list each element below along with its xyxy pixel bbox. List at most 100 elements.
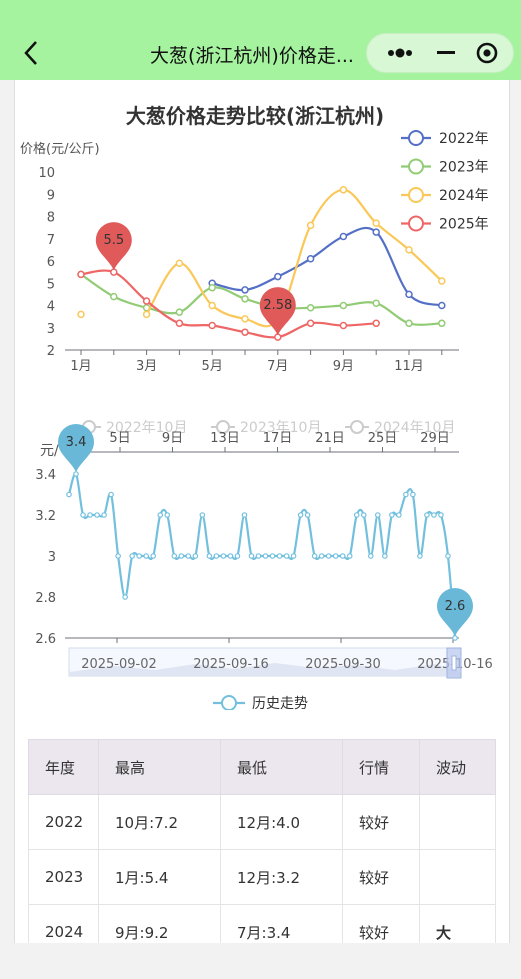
- x-tick-label: 11月: [394, 359, 424, 374]
- low-cell: 12月:3.2: [220, 849, 343, 905]
- data-point: [248, 553, 255, 559]
- high-cell: 10月:7.2: [98, 794, 221, 850]
- column-header: 行情: [342, 739, 420, 795]
- legend-item-inactive[interactable]: 2023年10月: [211, 420, 321, 436]
- data-point: [206, 553, 213, 559]
- legend-item[interactable]: 2023年: [401, 158, 489, 176]
- data-point: [306, 255, 315, 263]
- data-point: [87, 512, 93, 518]
- marker-pin: [58, 423, 95, 472]
- data-point: [389, 512, 395, 518]
- data-point: [143, 553, 150, 559]
- data-point: [255, 553, 262, 559]
- data-point: [274, 272, 282, 281]
- legend-item[interactable]: 2025年: [401, 215, 489, 233]
- volatility-cell: 大: [419, 904, 496, 943]
- more-options-icon[interactable]: [377, 34, 427, 72]
- zoom-handle[interactable]: [446, 647, 462, 679]
- y-tick-label: 4: [47, 300, 55, 315]
- data-point: [283, 553, 290, 559]
- data-point: [262, 553, 269, 559]
- data-point: [346, 553, 353, 559]
- top-tick-label: 5日: [109, 431, 130, 446]
- y-tick-label: 3.4: [35, 468, 56, 483]
- trend-cell: 较好: [342, 794, 420, 850]
- data-point: [122, 594, 128, 600]
- data-point: [66, 491, 72, 498]
- x-tick-label: 9月: [333, 359, 354, 374]
- legend-label: 2024年: [439, 188, 489, 204]
- data-point: [396, 512, 402, 518]
- low-cell: 12月:4.0: [220, 794, 343, 850]
- data-point: [220, 553, 227, 559]
- zoom-date-label: 2025-09-02: [81, 657, 157, 672]
- top-tick-label: 21日: [315, 431, 345, 446]
- data-point: [208, 321, 216, 330]
- table-row[interactable]: 2022 10月:7.2 12月:4.0 较好: [28, 794, 496, 850]
- legend-item-inactive[interactable]: 2024年10月: [345, 420, 455, 436]
- data-point: [157, 512, 164, 518]
- legend-item[interactable]: 历史走势: [213, 695, 308, 710]
- series-line: [80, 269, 377, 339]
- y-tick-label: 10: [38, 166, 55, 181]
- data-point: [372, 219, 380, 227]
- data-point: [241, 328, 249, 336]
- data-point: [77, 310, 85, 319]
- legend-item[interactable]: 2022年: [401, 130, 489, 147]
- chart-title: 大葱价格走势比较(浙江杭州): [126, 104, 384, 128]
- top-tick-label: 25日: [368, 431, 398, 446]
- legend-item[interactable]: 2024年: [401, 187, 489, 204]
- data-point: [241, 286, 249, 294]
- data-point: [178, 553, 185, 559]
- zoom-date-label: 2025-09-16: [193, 657, 269, 672]
- data-point: [208, 301, 216, 310]
- top-tick-label: 13日: [210, 431, 240, 446]
- content-card: 大葱价格走势比较(浙江杭州) 价格(元/公斤) 2 3 4 5 6 7 8 9 10 1月 3月 5月…: [14, 80, 510, 943]
- legend-label: 2024年10月: [374, 420, 455, 436]
- data-point: [367, 553, 374, 559]
- navigation-bar: 大葱(浙江杭州)价格走...: [0, 0, 521, 80]
- data-point: [306, 319, 315, 328]
- y-tick-label: 7: [47, 233, 55, 248]
- volatility-cell: [419, 794, 496, 850]
- x-tick-label: 3月: [136, 359, 157, 374]
- legend-label: 2023年: [439, 160, 489, 176]
- y-tick-label: 3.2: [35, 509, 56, 524]
- table-row[interactable]: 2024 9月:9.2 7月:3.4 较好 大: [28, 904, 496, 943]
- trend-cell: 较好: [342, 849, 420, 905]
- data-point: [241, 512, 248, 518]
- data-point: [77, 270, 85, 279]
- data-point: [136, 553, 142, 559]
- data-point: [339, 301, 348, 310]
- y-tick-label: 2.6: [35, 632, 56, 647]
- y-tick-label: 6: [47, 255, 55, 270]
- high-cell: 1月:5.4: [98, 849, 221, 905]
- table-row[interactable]: 2023 1月:5.4 12月:3.2 较好: [28, 849, 496, 905]
- y-tick-label: 3: [48, 550, 56, 565]
- data-point: [438, 512, 444, 518]
- data-point: [431, 512, 437, 518]
- mini-program-capsule: [366, 33, 514, 73]
- year-cell: 2024: [28, 904, 99, 943]
- volatility-cell: [419, 849, 496, 905]
- data-point: [339, 232, 348, 241]
- data-point: [276, 553, 283, 559]
- y-axis-label: 元/: [40, 443, 59, 459]
- legend-label: 2022年: [439, 131, 489, 147]
- data-point: [94, 512, 100, 518]
- data-point: [438, 301, 446, 310]
- legend-label: 2025年: [439, 217, 489, 233]
- back-arrow-icon[interactable]: [18, 36, 48, 70]
- data-point: [360, 512, 367, 518]
- minimize-icon[interactable]: [427, 34, 469, 72]
- data-point: [142, 297, 151, 305]
- data-point: [325, 553, 332, 559]
- close-target-icon[interactable]: [471, 34, 511, 72]
- data-point: [110, 292, 118, 301]
- data-point: [438, 319, 446, 328]
- y-tick-label: 2: [47, 344, 55, 359]
- trend-cell: 较好: [342, 904, 420, 943]
- yearly-comparison-chart: 大葱价格走势比较(浙江杭州) 价格(元/公斤) 2 3 4 5 6 7 8 9 10 1月 3月 5月…: [20, 104, 489, 374]
- data-point: [405, 246, 413, 254]
